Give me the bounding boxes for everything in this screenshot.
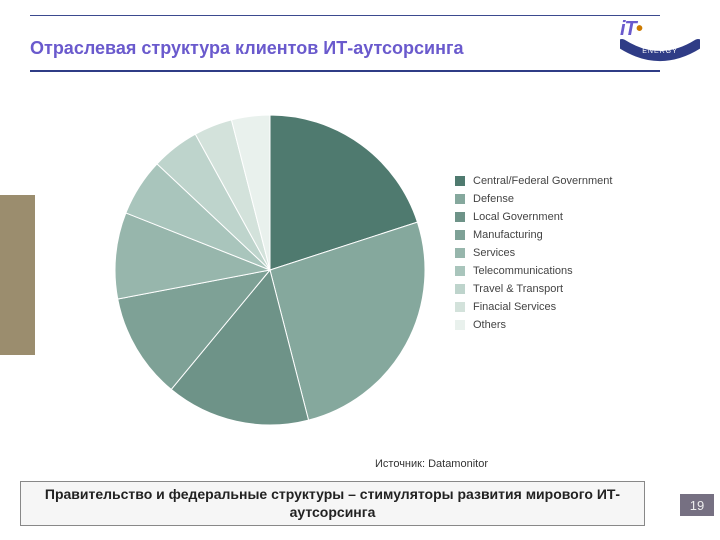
- footer-callout: Правительство и федеральные структуры – …: [20, 481, 645, 526]
- logo-energy-text: ENERGY: [642, 48, 678, 55]
- legend-swatch: [455, 320, 465, 330]
- source-label: Источник: Datamonitor: [375, 458, 488, 470]
- top-rule: [30, 15, 660, 16]
- title-underline: [30, 70, 660, 72]
- legend-swatch: [455, 302, 465, 312]
- legend-item: Telecommunications: [455, 265, 612, 277]
- legend-item: Central/Federal Government: [455, 175, 612, 187]
- pie-chart: [100, 100, 440, 440]
- legend-label: Travel & Transport: [473, 283, 563, 295]
- side-accent-bar: [0, 195, 35, 355]
- page-number: 19: [680, 494, 714, 516]
- legend-swatch: [455, 212, 465, 222]
- chart-legend: Central/Federal Government Defense Local G…: [455, 175, 612, 337]
- legend-label: Local Government: [473, 211, 563, 223]
- legend-swatch: [455, 284, 465, 294]
- legend-label: Others: [473, 319, 506, 331]
- legend-label: Finacial Services: [473, 301, 556, 313]
- legend-label: Telecommunications: [473, 265, 573, 277]
- legend-label: Defense: [473, 193, 514, 205]
- legend-label: Services: [473, 247, 515, 259]
- legend-swatch: [455, 266, 465, 276]
- logo: iT• ENERGY: [620, 18, 700, 63]
- legend-swatch: [455, 194, 465, 204]
- legend-item: Defense: [455, 193, 612, 205]
- legend-swatch: [455, 248, 465, 258]
- legend-item: Others: [455, 319, 612, 331]
- legend-item: Finacial Services: [455, 301, 612, 313]
- legend-item: Manufacturing: [455, 229, 612, 241]
- legend-item: Local Government: [455, 211, 612, 223]
- legend-item: Travel & Transport: [455, 283, 612, 295]
- page-title: Отраслевая структура клиентов ИТ-аутсорс…: [30, 38, 464, 59]
- slide: iT• ENERGY Отраслевая структура клиентов…: [0, 0, 720, 540]
- logo-arc-icon: ENERGY: [620, 36, 700, 66]
- legend-swatch: [455, 230, 465, 240]
- legend-swatch: [455, 176, 465, 186]
- legend-item: Services: [455, 247, 612, 259]
- legend-label: Manufacturing: [473, 229, 543, 241]
- legend-label: Central/Federal Government: [473, 175, 612, 187]
